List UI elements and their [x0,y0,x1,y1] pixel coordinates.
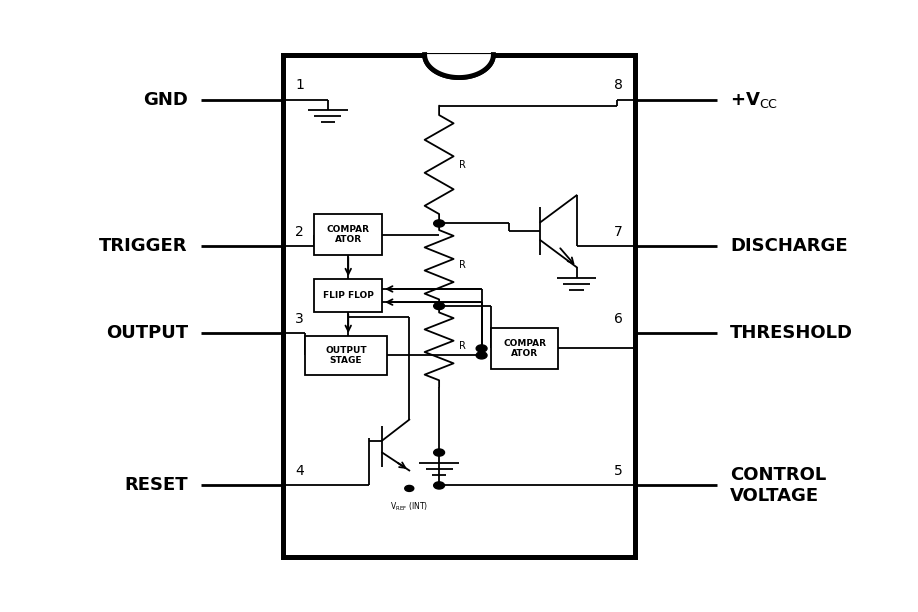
Text: OUTPUT: OUTPUT [106,324,188,342]
Bar [490,328,558,369]
Text: 8: 8 [614,78,622,92]
Text: DISCHARGE: DISCHARGE [730,237,848,255]
Text: R: R [459,160,465,170]
Polygon shape [425,55,493,78]
Text: R: R [459,341,465,351]
Polygon shape [425,55,493,78]
Text: OUTPUT
STAGE: OUTPUT STAGE [325,346,367,365]
Circle shape [433,302,444,310]
Bar [314,279,382,312]
Circle shape [433,449,444,456]
Text: 5: 5 [614,465,622,478]
Circle shape [405,485,414,491]
Text: 4: 4 [296,465,304,478]
Text: 6: 6 [614,312,622,326]
Text: 7: 7 [614,225,622,239]
Text: COMPAR
ATOR: COMPAR ATOR [327,225,370,244]
Bar [314,214,382,255]
Text: +V$_{\mathsf{CC}}$: +V$_{\mathsf{CC}}$ [730,89,778,110]
Text: FLIP FLOP: FLIP FLOP [323,291,374,300]
Text: V$_{\mathsf{REF}}$ (INT): V$_{\mathsf{REF}}$ (INT) [390,501,429,513]
Circle shape [433,482,444,489]
Text: TRIGGER: TRIGGER [99,237,188,255]
Text: 1: 1 [296,78,304,92]
Text: GND: GND [143,91,188,109]
Circle shape [433,220,444,227]
Text: THRESHOLD: THRESHOLD [730,324,853,342]
Text: CONTROL
VOLTAGE: CONTROL VOLTAGE [730,466,826,505]
Text: RESET: RESET [124,476,188,494]
Text: 3: 3 [296,312,304,326]
Bar [306,336,386,375]
Text: 2: 2 [296,225,304,239]
Circle shape [476,345,487,352]
Bar [283,55,635,557]
Bar [283,55,635,557]
Text: R: R [459,259,465,270]
Circle shape [476,352,487,359]
Text: COMPAR
ATOR: COMPAR ATOR [503,339,546,358]
